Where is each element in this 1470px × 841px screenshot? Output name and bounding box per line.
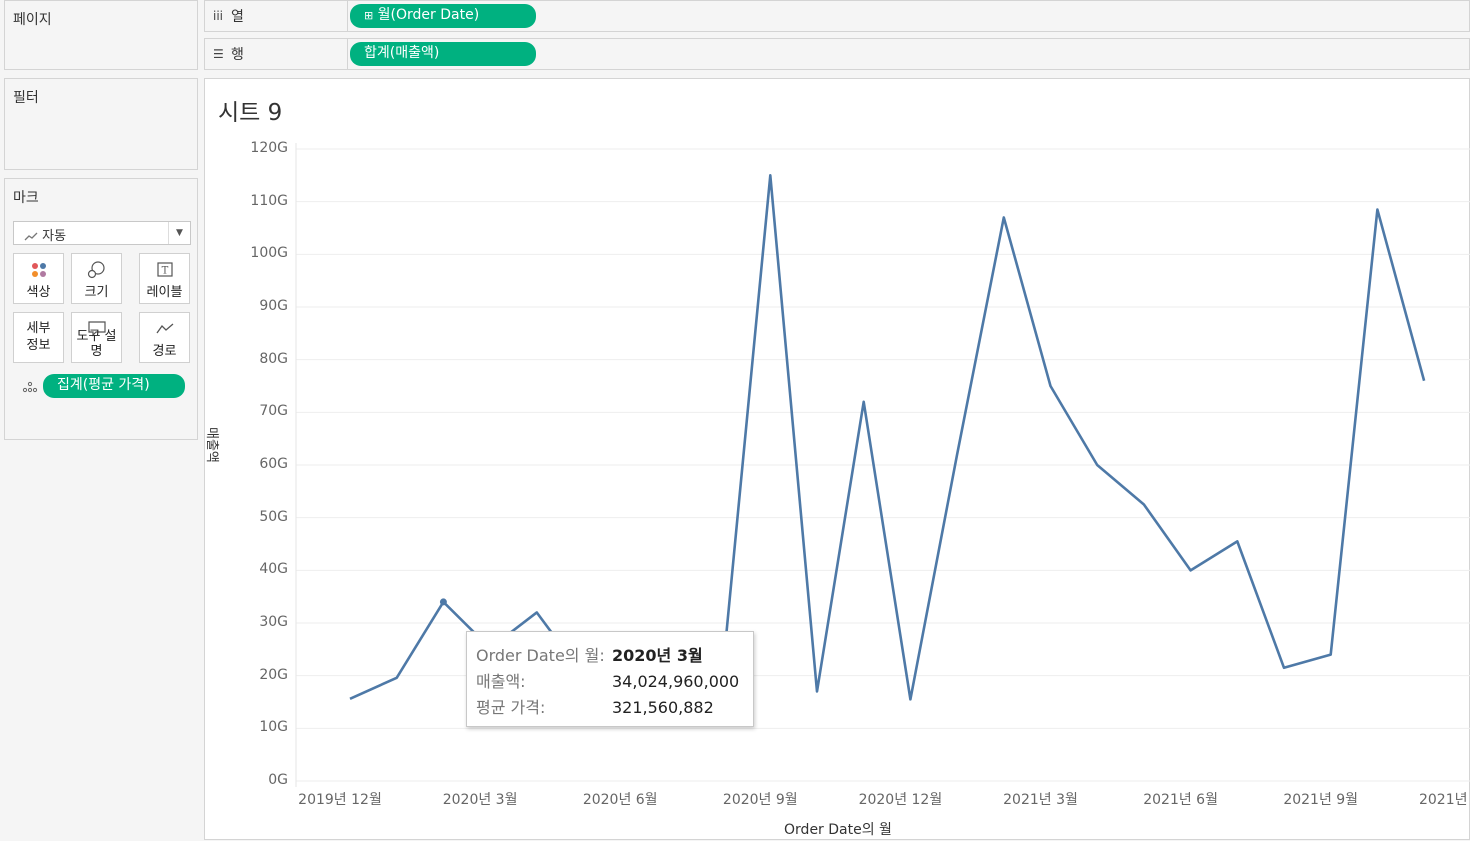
mark-type-text: 자동	[42, 229, 67, 244]
tooltip-value: 34,024,960,000	[612, 672, 740, 691]
worksheet-view: 시트 9 0G 10G 20G 30G 40G 50G 60G 70G 80G 90G 100G 11…	[204, 78, 1470, 840]
pages-title: 페이지	[13, 12, 52, 28]
x-tick-label: 2021년 9월	[1283, 792, 1359, 808]
y-tick-label: 40G	[259, 561, 288, 578]
y-tick-label: 70G	[259, 403, 288, 420]
detail-label-line2: 정보	[26, 338, 51, 353]
path-icon	[140, 320, 189, 338]
marks-card: 마크 자동 ▼ 색상 크기	[4, 178, 198, 440]
x-tick-label: 2020년 6월	[582, 792, 658, 808]
svg-text:T: T	[161, 266, 168, 277]
path-button[interactable]: 경로	[139, 312, 190, 363]
y-tick-label: 120G	[250, 140, 288, 156]
detail-button[interactable]: 세부 정보	[13, 312, 64, 363]
y-tick-label: 20G	[259, 666, 288, 683]
x-tick-label: 2021년 6월	[1143, 792, 1218, 808]
mark-type-dropdown[interactable]: 자동 ▼	[13, 221, 191, 245]
detail-label-line1: 세부	[26, 321, 51, 336]
line-chart[interactable]	[205, 79, 1470, 841]
columns-shelf: iii 열 ⊞ 월(Order Date)	[204, 0, 1470, 32]
y-tick-label: 100G	[250, 245, 288, 262]
y-tick-label: 30G	[259, 614, 288, 630]
color-label: 색상	[26, 285, 51, 300]
x-tick-label: 2021년 12월	[1418, 792, 1470, 808]
y-tick-label: 60G	[259, 456, 288, 472]
x-tick-label: 2020년 12월	[858, 792, 943, 808]
text-icon: T	[140, 261, 189, 279]
tooltip-row-sales: 매출액: 34,024,960,000	[476, 668, 739, 692]
series-line[interactable]	[349, 174, 1426, 701]
highlighted-point[interactable]	[439, 598, 447, 606]
x-tick-label: 2019년 12월	[298, 792, 382, 808]
label-label: 레이블	[146, 285, 183, 300]
line-mark-icon	[24, 232, 38, 240]
detail-pill[interactable]: 집계(평균 가격)	[43, 374, 185, 398]
marks-title: 마크	[13, 190, 39, 206]
x-axis-label: Order Date의 월	[784, 822, 892, 838]
y-tick-label: 0G	[268, 772, 288, 788]
y-tick-label: 90G	[259, 298, 288, 314]
columns-pill[interactable]: ⊞ 월(Order Date)	[350, 4, 536, 28]
detail-dots-icon	[22, 379, 38, 398]
tooltip-row-month: Order Date의 월: 2020년 3월	[476, 642, 703, 666]
rows-icon: ☰	[213, 47, 224, 61]
columns-pill-label: 월(Order Date)	[377, 7, 480, 23]
tooltip-value: 321,560,882	[612, 698, 714, 717]
color-icon	[14, 261, 63, 279]
rows-pill[interactable]: 합계(매출액)	[350, 42, 536, 66]
x-tick-label: 2020년 9월	[722, 792, 798, 808]
tooltip-label: 도구 설명	[76, 329, 117, 359]
tooltip-key: Order Date의 월:	[476, 646, 605, 665]
tooltip-value: 2020년 3월	[612, 646, 703, 665]
rows-shelf-label: 행	[231, 47, 244, 63]
rows-shelf: ☰ 행 합계(매출액)	[204, 38, 1470, 70]
tooltip-button[interactable]: 도구 설명	[71, 312, 122, 363]
rows-shelf-name: ☰ 행	[205, 39, 348, 69]
sheet-title: 시트 9	[218, 100, 283, 126]
filters-card[interactable]: 필터	[4, 78, 198, 170]
columns-icon: iii	[213, 9, 224, 23]
label-button[interactable]: T 레이블	[139, 253, 190, 304]
columns-shelf-name: iii 열	[205, 1, 348, 31]
y-tick-label: 110G	[250, 192, 288, 209]
size-label: 크기	[84, 285, 109, 300]
size-button[interactable]: 크기	[71, 253, 122, 304]
size-icon	[72, 261, 121, 279]
columns-shelf-label: 열	[231, 9, 244, 25]
y-tick-label: 50G	[259, 508, 288, 525]
x-tick-label: 2020년 3월	[442, 792, 518, 808]
x-tick-label: 2021년 3월	[1003, 792, 1078, 808]
speech-bubble-icon	[72, 320, 121, 338]
color-button[interactable]: 색상	[13, 253, 64, 304]
y-tick-label: 80G	[259, 350, 288, 367]
detail-label: 세부 정보	[14, 320, 63, 354]
path-label: 경로	[152, 344, 177, 359]
pages-card[interactable]: 페이지	[4, 0, 198, 70]
chevron-down-icon[interactable]: ▼	[168, 222, 190, 244]
mark-type-label: 자동	[24, 225, 66, 244]
y-tick-label: 10G	[259, 719, 288, 736]
y-axis-label: 매출액	[204, 427, 219, 463]
filters-title: 필터	[13, 90, 39, 106]
tooltip: Order Date의 월: 2020년 3월 매출액: 34,024,960,00…	[466, 631, 754, 727]
tooltip-key: 평균 가격:	[476, 698, 546, 717]
tooltip-key: 매출액:	[476, 672, 526, 691]
expand-icon: ⊞	[364, 9, 374, 22]
tooltip-row-avg-price: 평균 가격: 321,560,882	[476, 694, 714, 718]
